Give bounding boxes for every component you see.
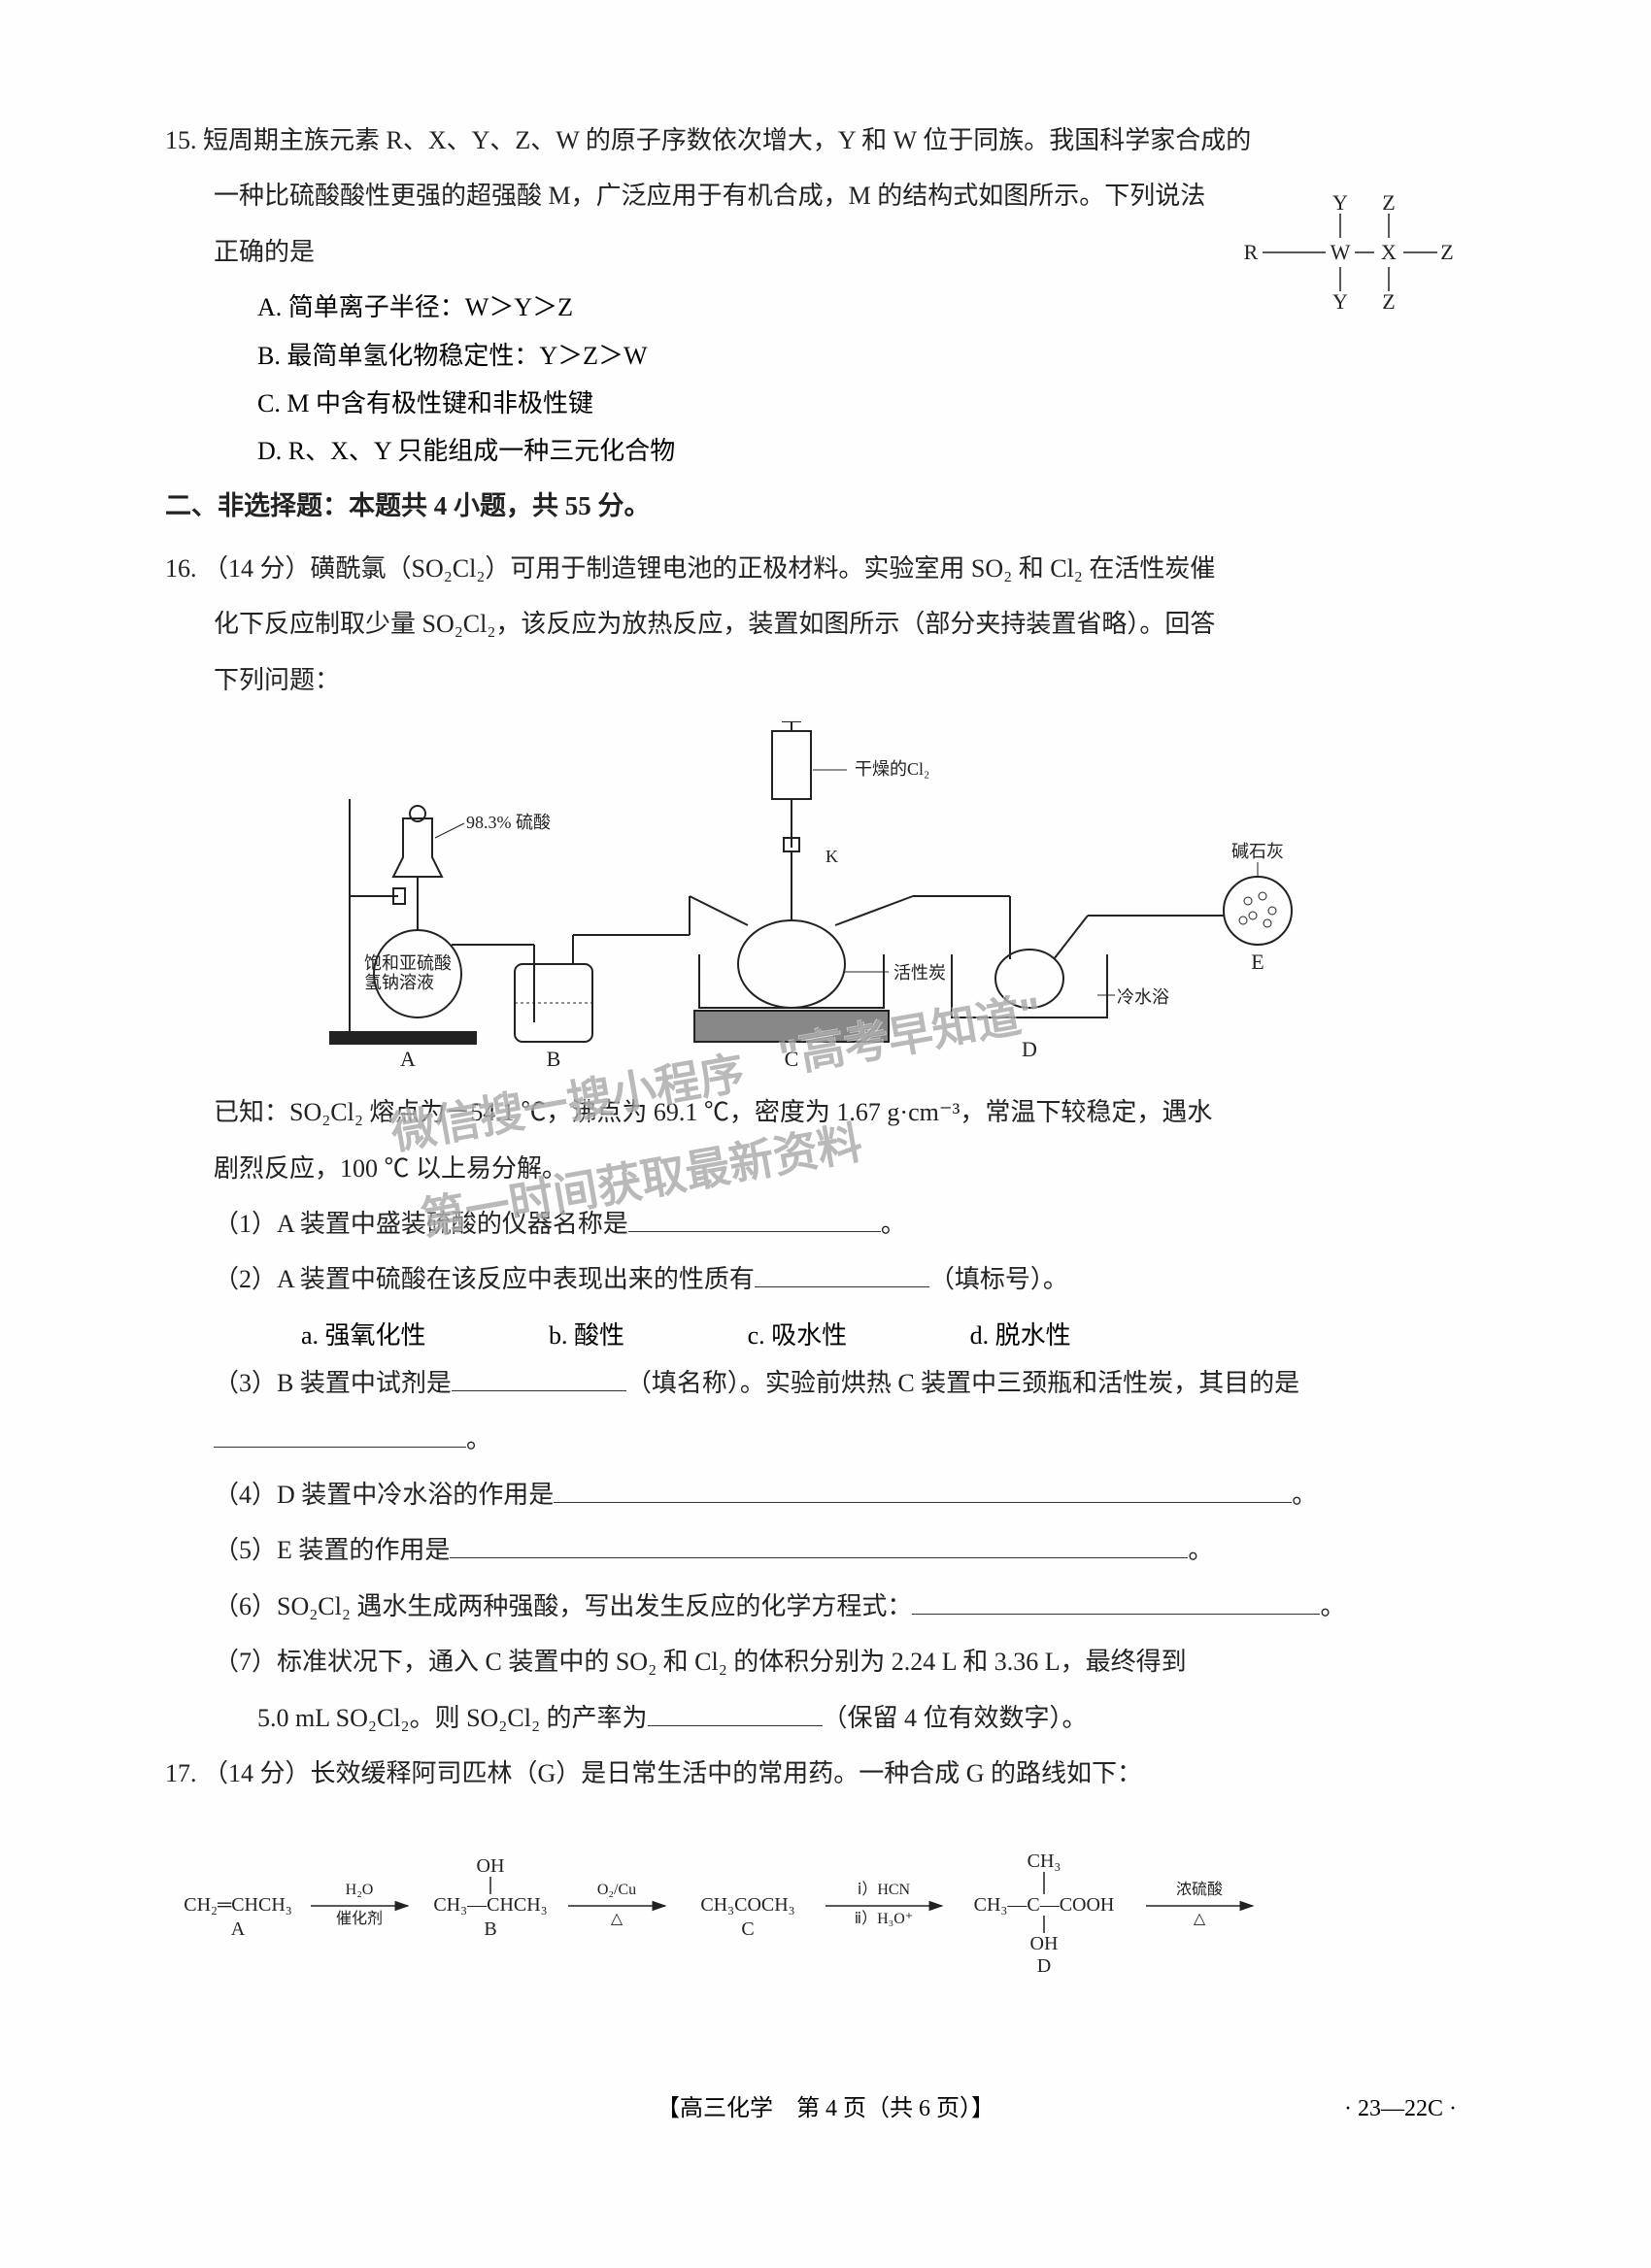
label-cl2: 干燥的Cl₂ — [855, 759, 929, 779]
q16-sub4: （4）D 装置中冷水浴的作用是 。 — [165, 1471, 1486, 1518]
route-D-label: D — [1037, 1955, 1051, 1977]
blank — [214, 1447, 466, 1448]
struct-Z-right: Z — [1440, 240, 1453, 264]
q16-stem-2: 化下反应制取少量 SO₂Cl₂，该反应为放热反应，装置如图所示（部分夹持装置省略… — [165, 600, 1486, 648]
route-step1-top: H₂O — [346, 1882, 374, 1898]
label-nahso3-2: 氢钠溶液 — [364, 973, 434, 992]
route-D-oh: OH — [1030, 1933, 1059, 1954]
q16: 16. （14 分）磺酰氯（SO₂Cl₂）可用于制造锂电池的正极材料。实验室用 … — [165, 545, 1486, 592]
choice-a: a. 强氧化性 — [301, 1312, 426, 1359]
section2-header: 二、非选择题：本题共 4 小题，共 55 分。 — [165, 476, 1486, 537]
q16-sub3-blank: 。 — [165, 1416, 1486, 1463]
q16-sub5-end: 。 — [1188, 1536, 1213, 1564]
q15-number: 15. — [165, 126, 197, 154]
apparatus-C: C — [785, 1047, 799, 1071]
q16-sub6-end: 。 — [1320, 1592, 1345, 1620]
q16-sub1-end: 。 — [881, 1210, 906, 1238]
page-footer-code: · 23—22C · — [1344, 2096, 1457, 2122]
route-D-top: CH₃ — [1028, 1851, 1061, 1872]
q16-sub3: （3）B 装置中试剂是 （填名称）。实验前烘热 C 装置中三颈瓶和活性炭，其目的是 — [165, 1359, 1486, 1407]
struct-Z-top: Z — [1382, 194, 1395, 215]
label-cold: 冷水浴 — [1117, 987, 1169, 1007]
struct-X: X — [1381, 240, 1397, 264]
route-step4-bot: △ — [1194, 1911, 1206, 1927]
route-C-label: C — [741, 1918, 754, 1940]
struct-Y-bot: Y — [1332, 289, 1348, 311]
q15: 15. 短周期主族元素 R、X、Y、Z、W 的原子序数依次增大，Y 和 W 位于… — [165, 117, 1486, 164]
route-B-label: B — [484, 1918, 496, 1940]
blank — [648, 1725, 823, 1726]
q16-sub7-2a: 5.0 mL SO₂Cl₂。则 SO₂Cl₂ 的产率为 — [257, 1704, 648, 1732]
route-step1-bot: 催化剂 — [336, 1910, 383, 1927]
q16-sub4-text: （4）D 装置中冷水浴的作用是 — [214, 1481, 554, 1509]
q16-sub4-end: 。 — [1292, 1481, 1317, 1509]
q16-sub2: （2）A 装置中硫酸在该反应中表现出来的性质有 （填标号）。 — [165, 1255, 1486, 1303]
struct-Y-top: Y — [1332, 194, 1348, 215]
label-sulfuric: 98.3% 硫酸 — [466, 813, 551, 832]
label-nahso3-1: 饱和亚硫酸 — [364, 953, 452, 973]
q16-stem-3: 下列问题： — [165, 656, 1486, 704]
apparatus-B: B — [547, 1047, 561, 1071]
route-step2-top: O₂/Cu — [597, 1882, 636, 1898]
apparatus-A: A — [400, 1047, 416, 1071]
q15-optC: C. M 中含有极性键和非极性键 — [165, 380, 1486, 427]
struct-Z-bot: Z — [1382, 289, 1395, 311]
struct-R: R — [1244, 240, 1259, 264]
q16-sub2-text: （2）A 装置中硫酸在该反应中表现出来的性质有 — [214, 1265, 755, 1293]
route-step4-top: 浓硫酸 — [1176, 1881, 1223, 1898]
blank — [554, 1502, 1292, 1503]
blank — [755, 1286, 929, 1287]
route-B-top: OH — [477, 1855, 505, 1877]
q15-stem-1: 短周期主族元素 R、X、Y、Z、W 的原子序数依次增大，Y 和 W 位于同族。我… — [203, 126, 1251, 154]
q15-optB: B. 最简单氢化物稳定性：Y＞Z＞W — [165, 332, 1486, 380]
label-K: K — [826, 847, 838, 866]
route-A-formula: CH₂═CHCH₃ — [184, 1894, 291, 1916]
choice-d: d. 脱水性 — [970, 1312, 1071, 1359]
struct-W: W — [1331, 240, 1351, 264]
q17-number: 17. — [165, 1759, 197, 1787]
route-C-formula: CH₃COCH₃ — [700, 1894, 794, 1916]
q17: 17. （14 分）长效缓释阿司匹林（G）是日常生活中的常用药。一种合成 G 的… — [165, 1750, 1486, 1797]
q16-sub3-text: （3）B 装置中试剂是 — [214, 1369, 452, 1397]
q16-sub3-end: 。 — [466, 1425, 491, 1453]
q16-sub5-text: （5）E 装置的作用是 — [214, 1536, 450, 1564]
choice-c: c. 吸水性 — [748, 1312, 848, 1359]
apparatus-diagram: 干燥的Cl₂ K 活性炭 冷水浴 — [311, 721, 1340, 1071]
q15-optD: D. R、X、Y 只能组成一种三元化合物 — [165, 427, 1486, 475]
route-D-formula: CH₃—C—COOH — [974, 1894, 1115, 1916]
q16-sub2-end: （填标号）。 — [929, 1265, 1068, 1293]
blank — [912, 1614, 1320, 1615]
q16-sub3-mid: （填名称）。实验前烘热 C 装置中三颈瓶和活性炭，其目的是 — [626, 1369, 1299, 1397]
exam-page: 15. 短周期主族元素 R、X、Y、Z、W 的原子序数依次增大，Y 和 W 位于… — [0, 0, 1651, 2268]
blank — [452, 1390, 626, 1391]
route-B-formula: CH₃—CHCH₃ — [433, 1894, 547, 1916]
apparatus-D: D — [1022, 1037, 1037, 1061]
q16-sub1-text: （1）A 装置中盛装硫酸的仪器名称是 — [214, 1210, 628, 1238]
route-step3-top: ⅰ）HCN — [858, 1881, 911, 1898]
q16-sub7-2: 5.0 mL SO₂Cl₂。则 SO₂Cl₂ 的产率为 （保留 4 位有效数字）。 — [165, 1694, 1486, 1742]
q17-stem: （14 分）长效缓释阿司匹林（G）是日常生活中的常用药。一种合成 G 的路线如下… — [203, 1759, 1142, 1787]
q16-known-2: 剧烈反应，100 ℃ 以上易分解。 — [165, 1145, 1486, 1192]
q16-sub7-1: （7）标准状况下，通入 C 装置中的 SO₂ 和 Cl₂ 的体积分别为 2.24… — [165, 1638, 1486, 1685]
choice-b: b. 酸性 — [549, 1312, 624, 1359]
route-A-label: A — [231, 1918, 246, 1940]
blank — [628, 1231, 881, 1232]
label-lime: 碱石灰 — [1231, 842, 1284, 861]
apparatus-E: E — [1251, 950, 1264, 974]
q16-number: 16. — [165, 554, 197, 583]
route-step3-bot: ⅱ）H₃O⁺ — [855, 1910, 913, 1927]
label-carbon: 活性炭 — [893, 963, 946, 983]
q16-stem-1: （14 分）磺酰氯（SO₂Cl₂）可用于制造锂电池的正极材料。实验室用 SO₂ … — [203, 554, 1215, 583]
q16-sub6-text: （6）SO₂Cl₂ 遇水生成两种强酸，写出发生反应的化学方程式： — [214, 1592, 912, 1620]
molecular-structure-diagram: Y Z R W X Z Y Z — [1233, 194, 1457, 311]
blank — [450, 1557, 1188, 1558]
synthesis-route-diagram: CH₂═CHCH₃ A H₂O 催化剂 OH CH₃—CHCH₃ B O₂/Cu… — [165, 1818, 1466, 1984]
q16-known-1: 已知：SO₂Cl₂ 熔点为－54.1 ℃，沸点为 69.1 ℃，密度为 1.67… — [165, 1088, 1486, 1136]
route-step2-bot: △ — [611, 1911, 623, 1927]
q16-sub2-choices: a. 强氧化性 b. 酸性 c. 吸水性 d. 脱水性 — [165, 1312, 1486, 1359]
q16-sub1: （1）A 装置中盛装硫酸的仪器名称是 。 — [165, 1200, 1486, 1248]
q16-sub5: （5）E 装置的作用是 。 — [165, 1526, 1486, 1574]
q16-sub7-2b: （保留 4 位有效数字）。 — [823, 1704, 1088, 1732]
q16-sub6: （6）SO₂Cl₂ 遇水生成两种强酸，写出发生反应的化学方程式： 。 — [165, 1583, 1486, 1630]
